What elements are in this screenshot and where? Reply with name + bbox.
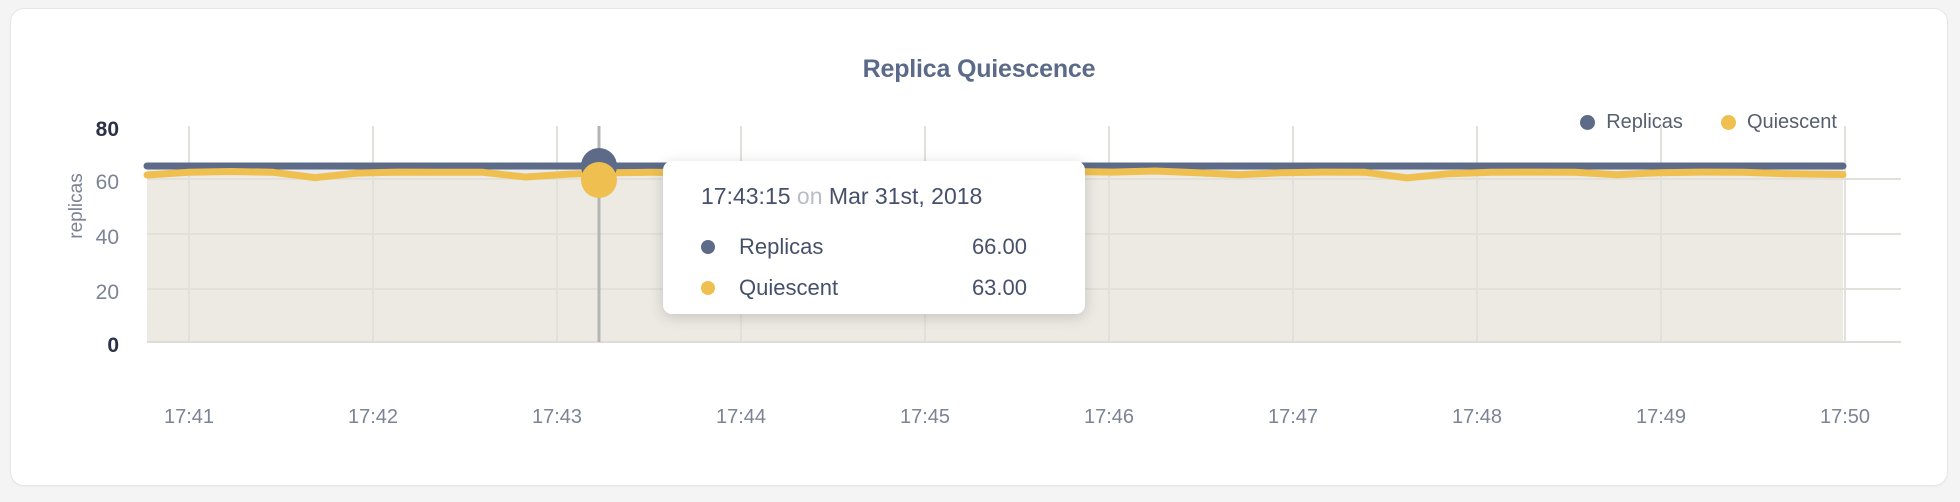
y-tick-40: 40 (95, 226, 119, 249)
x-tick-1741: 17:41 (163, 406, 215, 428)
legend-item-replicas[interactable]: Replicas (1580, 111, 1683, 134)
tooltip-label-quiescent: Quiescent (739, 274, 839, 300)
page-title: Replica Quiescence (862, 55, 1096, 83)
tooltip-time: 17:43:15 (701, 183, 791, 209)
tooltip-dot-quiescent (701, 280, 715, 295)
x-tick-1746: 17:46 (1083, 406, 1135, 428)
hover-marker-quiescent (581, 162, 617, 198)
legend-item-quiescent[interactable]: Quiescent (1720, 111, 1837, 134)
x-tick-1747: 17:47 (1267, 406, 1319, 428)
x-tick-1745: 17:45 (899, 406, 951, 428)
legend-label-quiescent: Quiescent (1746, 111, 1837, 133)
legend-dot-quiescent (1720, 115, 1736, 130)
tooltip-value-quiescent: 63.00 (971, 274, 1027, 300)
tooltip-row-replicas: Replicas 66.00 (701, 226, 1055, 267)
y-tick-0: 0 (107, 334, 119, 357)
tooltip-header: 17:43:15 on Mar 31st, 2018 (701, 183, 1055, 210)
chart-legend: Replicas Quiescent (1580, 111, 1837, 134)
chart-tooltip: 17:43:15 on Mar 31st, 2018 Replicas 66.0… (663, 161, 1085, 314)
x-tick-1744: 17:44 (715, 406, 767, 428)
legend-dot-replicas (1580, 115, 1596, 130)
chart-plot-area[interactable]: replicas 80 60 40 20 0 (11, 9, 1949, 487)
y-tick-80: 80 (95, 118, 119, 141)
y-tick-60: 60 (95, 171, 119, 194)
tooltip-value-replicas: 66.00 (971, 233, 1027, 259)
x-tick-1750: 17:50 (1819, 406, 1871, 428)
y-tick-20: 20 (95, 281, 119, 304)
x-tick-1749: 17:49 (1635, 406, 1687, 428)
x-tick-1748: 17:48 (1451, 406, 1503, 428)
x-tick-1743: 17:43 (531, 406, 583, 428)
chart-card: Replica Quiescence Replicas Quiescent re… (10, 8, 1948, 486)
tooltip-on-word: on (796, 183, 823, 209)
x-tick-1742: 17:42 (347, 406, 399, 428)
legend-label-replicas: Replicas (1606, 111, 1683, 133)
tooltip-date: Mar 31st, 2018 (828, 183, 983, 209)
tooltip-row-quiescent: Quiescent 63.00 (701, 267, 1055, 308)
tooltip-dot-replicas (701, 239, 715, 254)
tooltip-label-replicas: Replicas (739, 233, 824, 259)
